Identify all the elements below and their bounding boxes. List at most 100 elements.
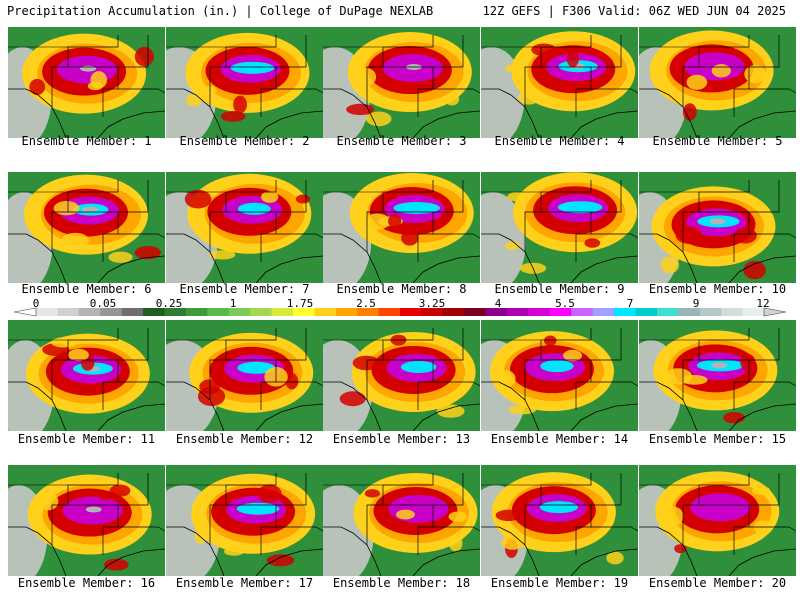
colorbar-swatch <box>592 308 615 316</box>
colorbar-left-arrow <box>13 307 37 317</box>
model-run-info: 12Z GEFS | F306 Valid: 06Z WED JUN 04 20… <box>482 4 786 18</box>
precipitation-field <box>166 320 323 431</box>
colorbar-tick-label: 9 <box>692 297 700 310</box>
ensemble-member-map <box>323 320 480 431</box>
colorbar-tick-label: 1 <box>229 297 237 310</box>
ensemble-member-caption: Ensemble Member: 13 <box>332 432 471 446</box>
colorbar-tick-label: 0.05 <box>89 297 117 310</box>
colorbar-swatch <box>742 308 765 316</box>
ensemble-member-caption: Ensemble Member: 10 <box>648 282 787 296</box>
precipitation-field <box>323 465 480 576</box>
ensemble-member-map <box>481 172 638 283</box>
ensemble-member-caption: Ensemble Member: 7 <box>179 282 310 296</box>
colorbar-tick-label: 12 <box>756 297 770 310</box>
colorbar-tick-label: 0 <box>32 297 40 310</box>
precipitation-colorbar <box>0 296 800 320</box>
colorbar-graphic <box>13 307 787 317</box>
colorbar-swatch <box>228 308 251 316</box>
colorbar-swatch <box>464 308 487 316</box>
ensemble-member-map <box>8 320 165 431</box>
precipitation-field <box>639 465 796 576</box>
precipitation-field <box>166 465 323 576</box>
ensemble-member-caption: Ensemble Member: 8 <box>336 282 467 296</box>
precipitation-field <box>323 27 480 138</box>
ensemble-member-caption: Ensemble Member: 1 <box>21 134 152 148</box>
precipitation-field <box>166 27 323 138</box>
colorbar-tick-label: 4 <box>494 297 502 310</box>
ensemble-member-caption: Ensemble Member: 4 <box>494 134 625 148</box>
colorbar-swatch <box>678 308 701 316</box>
ensemble-member-map <box>639 320 796 431</box>
colorbar-swatch <box>100 308 123 316</box>
colorbar-swatch <box>699 308 722 316</box>
colorbar-swatch <box>250 308 273 316</box>
ensemble-member-caption: Ensemble Member: 20 <box>648 576 787 590</box>
ensemble-member-map <box>639 27 796 138</box>
ensemble-member-caption: Ensemble Member: 12 <box>175 432 314 446</box>
colorbar-swatch <box>164 308 187 316</box>
colorbar-swatch <box>571 308 594 316</box>
ensemble-member-caption: Ensemble Member: 2 <box>179 134 310 148</box>
precipitation-field <box>8 320 165 431</box>
colorbar-swatch <box>442 308 465 316</box>
precipitation-field <box>481 320 638 431</box>
precipitation-field <box>8 27 165 138</box>
colorbar-swatch <box>36 308 58 316</box>
ensemble-member-map <box>166 27 323 138</box>
colorbar-swatch <box>507 308 529 316</box>
colorbar-swatch <box>656 308 679 316</box>
ensemble-member-map <box>639 465 796 576</box>
colorbar-swatch <box>549 308 572 316</box>
ensemble-member-caption: Ensemble Member: 9 <box>494 282 625 296</box>
precipitation-field <box>639 172 796 283</box>
colorbar-swatch <box>421 308 444 316</box>
ensemble-member-caption: Ensemble Member: 19 <box>490 576 629 590</box>
precipitation-field <box>481 465 638 576</box>
colorbar-swatch <box>78 308 101 316</box>
ensemble-member-map <box>323 27 480 138</box>
ensemble-member-caption: Ensemble Member: 14 <box>490 432 629 446</box>
colorbar-swatch <box>721 308 744 316</box>
ensemble-member-caption: Ensemble Member: 6 <box>21 282 152 296</box>
ensemble-member-map <box>323 172 480 283</box>
colorbar-swatch <box>57 308 80 316</box>
precipitation-field <box>481 27 638 138</box>
colorbar-right-arrow <box>763 307 787 317</box>
ensemble-member-map <box>166 320 323 431</box>
precipitation-field <box>323 172 480 283</box>
precipitation-field <box>8 172 165 283</box>
chart-title: Precipitation Accumulation (in.) | Colle… <box>7 4 434 18</box>
ensemble-member-map <box>166 172 323 283</box>
colorbar-swatch <box>185 308 208 316</box>
colorbar-swatch <box>335 308 358 316</box>
colorbar-swatch <box>528 308 551 316</box>
ensemble-member-map <box>8 465 165 576</box>
colorbar-swatch <box>378 308 401 316</box>
ensemble-member-map <box>481 27 638 138</box>
precipitation-field <box>639 320 796 431</box>
precipitation-field <box>8 465 165 576</box>
colorbar-swatch <box>292 308 315 316</box>
colorbar-tick-label: 1.75 <box>286 297 314 310</box>
ensemble-member-caption: Ensemble Member: 16 <box>17 576 156 590</box>
colorbar-swatch <box>207 308 230 316</box>
ensemble-member-caption: Ensemble Member: 11 <box>17 432 156 446</box>
ensemble-member-map <box>8 27 165 138</box>
ensemble-member-map <box>481 465 638 576</box>
colorbar-swatch <box>314 308 337 316</box>
ensemble-member-caption: Ensemble Member: 3 <box>336 134 467 148</box>
colorbar-swatch <box>614 308 637 316</box>
ensemble-member-caption: Ensemble Member: 18 <box>332 576 471 590</box>
ensemble-member-map <box>639 172 796 283</box>
precipitation-field <box>639 27 796 138</box>
colorbar-swatch <box>121 308 144 316</box>
ensemble-member-caption: Ensemble Member: 5 <box>652 134 783 148</box>
precipitation-field <box>166 172 323 283</box>
colorbar-tick-label: 7 <box>626 297 634 310</box>
colorbar-swatch <box>357 308 380 316</box>
ensemble-member-caption: Ensemble Member: 17 <box>175 576 314 590</box>
colorbar-swatch <box>635 308 658 316</box>
ensemble-member-map <box>166 465 323 576</box>
ensemble-member-map <box>481 320 638 431</box>
precipitation-field <box>481 172 638 283</box>
